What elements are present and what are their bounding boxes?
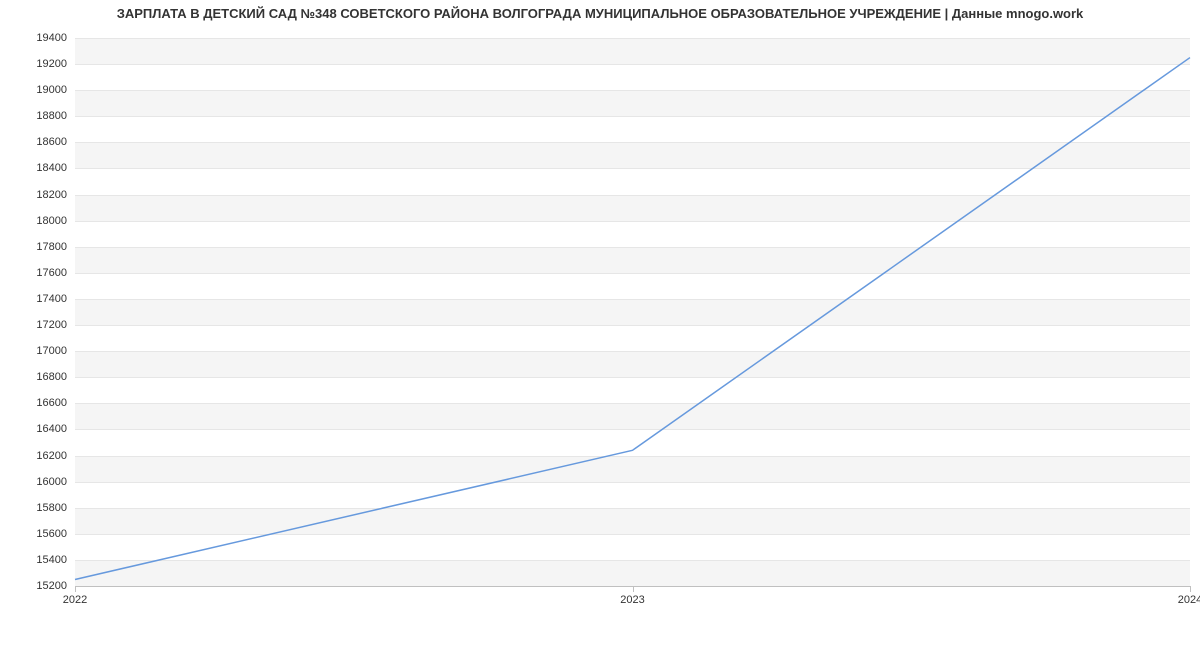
y-tick-label: 18400 (27, 162, 67, 174)
y-tick-label: 16400 (27, 423, 67, 435)
x-tick-mark (633, 586, 634, 592)
y-tick-label: 16600 (27, 397, 67, 409)
y-tick-label: 18600 (27, 136, 67, 148)
y-tick-label: 15600 (27, 528, 67, 540)
y-tick-label: 19400 (27, 32, 67, 44)
y-tick-label: 17200 (27, 319, 67, 331)
plot-area: 1520015400156001580016000162001640016600… (75, 38, 1190, 586)
y-tick-label: 15800 (27, 502, 67, 514)
y-tick-label: 17000 (27, 345, 67, 357)
y-tick-label: 17400 (27, 293, 67, 305)
y-tick-label: 16200 (27, 450, 67, 462)
x-tick-label: 2023 (620, 594, 644, 606)
y-tick-label: 18800 (27, 110, 67, 122)
chart-title: ЗАРПЛАТА В ДЕТСКИЙ САД №348 СОВЕТСКОГО Р… (0, 6, 1200, 21)
x-tick-mark (1190, 586, 1191, 592)
x-tick-mark (75, 586, 76, 592)
y-tick-label: 15200 (27, 580, 67, 592)
y-tick-label: 18000 (27, 215, 67, 227)
y-tick-label: 15400 (27, 554, 67, 566)
salary-line-chart: ЗАРПЛАТА В ДЕТСКИЙ САД №348 СОВЕТСКОГО Р… (0, 0, 1200, 650)
y-tick-label: 19200 (27, 58, 67, 70)
x-tick-label: 2024 (1178, 594, 1200, 606)
y-tick-label: 16000 (27, 476, 67, 488)
y-tick-label: 19000 (27, 84, 67, 96)
y-tick-label: 18200 (27, 189, 67, 201)
line-layer (75, 38, 1190, 586)
x-tick-label: 2022 (63, 594, 87, 606)
y-tick-label: 16800 (27, 371, 67, 383)
y-tick-label: 17600 (27, 267, 67, 279)
y-tick-label: 17800 (27, 241, 67, 253)
series-line-salary (75, 58, 1190, 580)
